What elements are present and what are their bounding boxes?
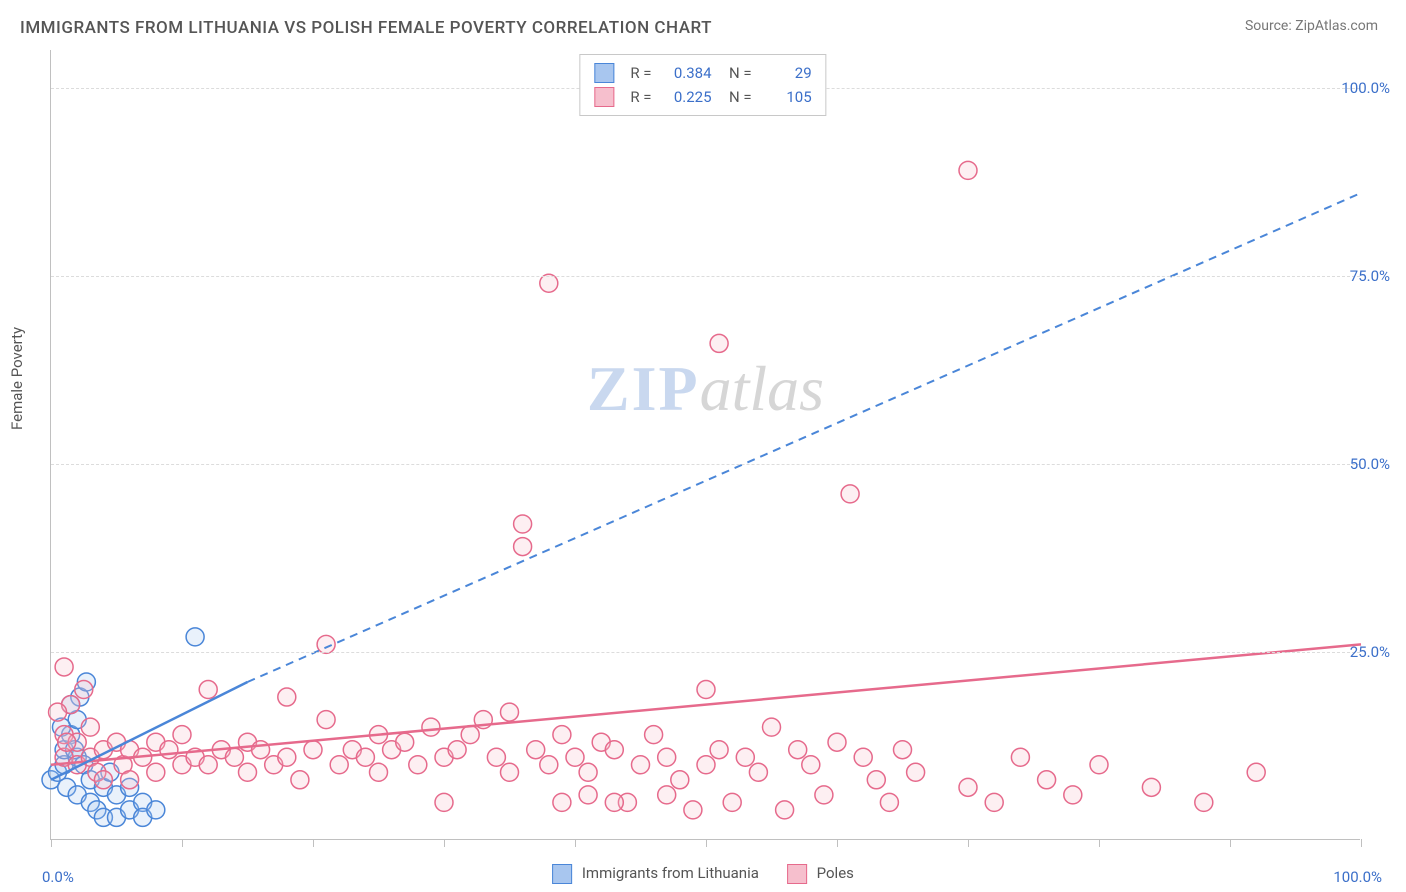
swatch-lithuania	[594, 63, 614, 83]
n-value-poles: 105	[762, 85, 812, 109]
source-attribution: Source: ZipAtlas.com	[1245, 18, 1378, 34]
x-max-label: 100.0%	[1333, 868, 1382, 886]
plot-area: ZIPatlas	[50, 50, 1360, 840]
legend-item-lithuania: Immigrants from Lithuania	[552, 864, 759, 884]
x-origin-label: 0.0%	[42, 868, 74, 886]
r-label: R =	[630, 85, 651, 109]
chart-title: IMMIGRANTS FROM LITHUANIA VS POLISH FEMA…	[20, 18, 712, 38]
n-value-lithuania: 29	[762, 61, 812, 85]
r-value-lithuania: 0.384	[662, 61, 712, 85]
n-label: N =	[722, 85, 752, 109]
n-label: N =	[722, 61, 752, 85]
y-tick-label: 25.0%	[1350, 643, 1390, 661]
legend-label-lithuania: Immigrants from Lithuania	[582, 864, 759, 882]
y-axis-label: Female Poverty	[8, 327, 26, 430]
y-tick-label: 75.0%	[1350, 267, 1390, 285]
swatch-poles	[594, 87, 614, 107]
legend-row-poles: R = 0.225 N = 105	[594, 85, 811, 109]
r-value-poles: 0.225	[662, 85, 712, 109]
y-tick-label: 50.0%	[1350, 455, 1390, 473]
legend-label-poles: Poles	[817, 864, 854, 882]
legend-row-lithuania: R = 0.384 N = 29	[594, 61, 811, 85]
swatch-poles-icon	[787, 864, 807, 884]
scatter-chart	[51, 50, 1360, 839]
correlation-legend: R = 0.384 N = 29 R = 0.225 N = 105	[579, 54, 826, 116]
r-label: R =	[630, 61, 651, 85]
y-tick-label: 100.0%	[1341, 79, 1390, 97]
legend-item-poles: Poles	[787, 864, 854, 884]
series-legend: Immigrants from Lithuania Poles	[552, 864, 854, 884]
swatch-lithuania-icon	[552, 864, 572, 884]
